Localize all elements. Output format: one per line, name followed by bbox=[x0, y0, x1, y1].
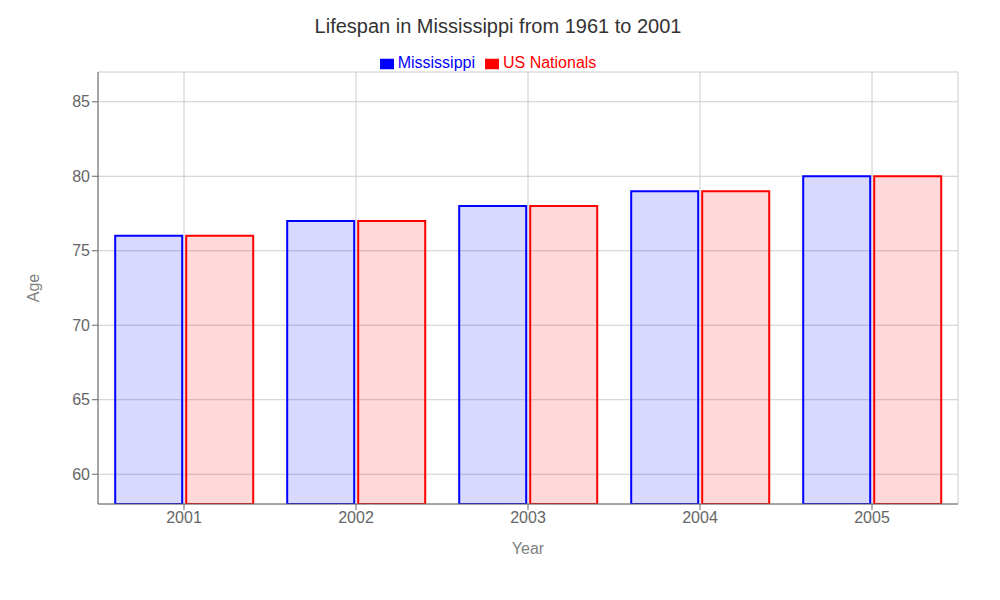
svg-text:65: 65 bbox=[72, 391, 90, 408]
svg-text:80: 80 bbox=[72, 168, 90, 185]
svg-text:2004: 2004 bbox=[682, 509, 718, 526]
svg-text:2005: 2005 bbox=[854, 509, 890, 526]
svg-text:2002: 2002 bbox=[338, 509, 374, 526]
html-text:Lifespan in Mississippi from 1: Lifespan in Mississippi from 1961 to 200… bbox=[314, 15, 682, 37]
svg-text:85: 85 bbox=[72, 93, 90, 110]
svg-text:Age: Age bbox=[25, 274, 42, 303]
html-text:US Nationals: US Nationals bbox=[503, 54, 597, 71]
svg-text:Year: Year bbox=[512, 540, 545, 557]
svg-text:2001: 2001 bbox=[166, 509, 202, 526]
html-text:Mississippi: Mississippi bbox=[397, 54, 475, 71]
svg-text:2003: 2003 bbox=[510, 509, 546, 526]
svg-text:60: 60 bbox=[72, 466, 90, 483]
svg-text:75: 75 bbox=[72, 242, 90, 259]
svg-text:70: 70 bbox=[72, 317, 90, 334]
